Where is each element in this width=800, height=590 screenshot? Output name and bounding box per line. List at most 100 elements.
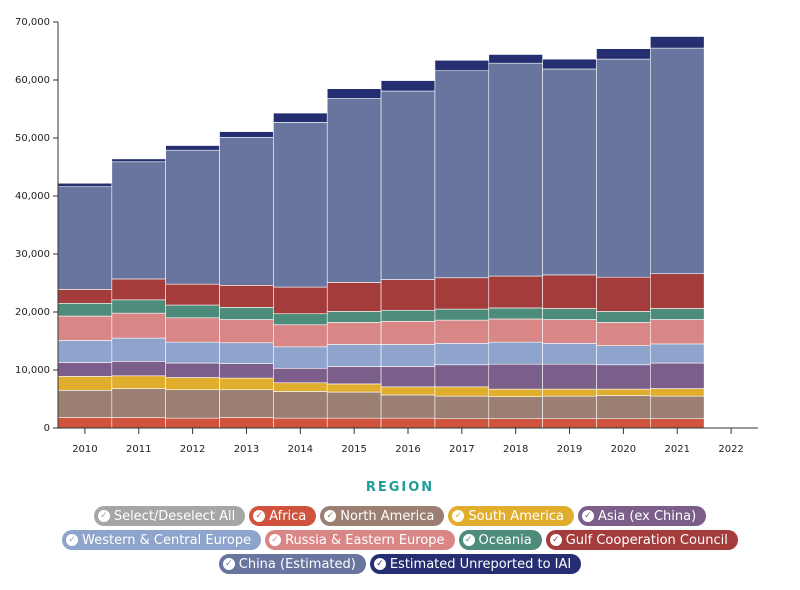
bar-segment[interactable] [57, 389, 113, 418]
bar-segment[interactable] [434, 308, 490, 321]
bar-segment[interactable] [111, 278, 166, 301]
legend-item-china-estimated[interactable]: ✓ China (Estimated) [218, 554, 366, 574]
bar-segment[interactable] [488, 363, 543, 390]
bar-segment[interactable] [380, 90, 436, 280]
bar-segment[interactable] [542, 343, 597, 365]
bar-segment[interactable] [650, 36, 705, 49]
bar-segment[interactable] [380, 279, 436, 311]
bar-segment[interactable] [111, 161, 166, 280]
bar-segment[interactable] [273, 346, 328, 369]
bar-segment[interactable] [219, 389, 274, 418]
bar-segment[interactable] [542, 274, 597, 309]
bar-segment[interactable] [273, 391, 328, 419]
bar-segment[interactable] [165, 304, 220, 319]
bar-segment[interactable] [650, 343, 705, 364]
bar-segment[interactable] [650, 418, 705, 429]
bar-segment[interactable] [219, 342, 274, 364]
bar-segment[interactable] [219, 319, 274, 344]
bar-segment[interactable] [165, 417, 220, 429]
legend-item-africa[interactable]: ✓ Africa [249, 506, 317, 526]
bar-segment[interactable] [111, 360, 166, 377]
legend-item-russia-eastern-europe[interactable]: ✓ Russia & Eastern Europe [265, 530, 455, 550]
bar-segment[interactable] [219, 307, 274, 320]
bar-segment[interactable] [326, 282, 382, 312]
bar-segment[interactable] [596, 395, 651, 420]
bar-segment[interactable] [650, 395, 705, 420]
bar-segment[interactable] [542, 418, 597, 429]
bar-segment[interactable] [542, 308, 597, 320]
bar-segment[interactable] [488, 62, 543, 277]
bar-segment[interactable] [326, 417, 382, 429]
bar-segment[interactable] [273, 417, 328, 429]
bar-segment[interactable] [326, 383, 382, 393]
legend-item-north-america[interactable]: ✓ North America [320, 506, 445, 526]
bar-segment[interactable] [542, 319, 597, 344]
legend-item-western-central-europe[interactable]: ✓ Western & Central Europe [62, 530, 262, 550]
bar-segment[interactable] [273, 382, 328, 392]
bar-segment[interactable] [488, 341, 543, 365]
bar-segment[interactable] [111, 337, 166, 362]
bar-segment[interactable] [57, 289, 113, 304]
bar-segment[interactable] [57, 376, 113, 391]
bar-segment[interactable] [57, 362, 113, 377]
bar-segment[interactable] [380, 417, 436, 429]
legend-item-estimated-unreported[interactable]: ✓ Estimated Unreported to IAI [369, 554, 582, 574]
bar-segment[interactable] [165, 283, 220, 306]
legend-select-all[interactable]: ✓ Select/Deselect All [93, 506, 246, 526]
bar-segment[interactable] [596, 388, 651, 396]
bar-segment[interactable] [380, 394, 436, 419]
bar-segment[interactable] [434, 59, 490, 72]
bar-segment[interactable] [326, 391, 382, 419]
bar-segment[interactable] [219, 285, 274, 308]
bar-segment[interactable] [57, 417, 113, 429]
bar-segment[interactable] [165, 362, 220, 378]
bar-segment[interactable] [165, 341, 220, 364]
bar-segment[interactable] [650, 47, 705, 275]
bar-segment[interactable] [273, 324, 328, 348]
bar-segment[interactable] [650, 308, 705, 320]
bar-segment[interactable] [111, 312, 166, 339]
bar-segment[interactable] [488, 418, 543, 429]
bar-segment[interactable] [488, 388, 543, 397]
bar-segment[interactable] [542, 395, 597, 420]
bar-segment[interactable] [380, 386, 436, 396]
bar-segment[interactable] [111, 375, 166, 389]
bar-segment[interactable] [219, 363, 274, 379]
bar-segment[interactable] [434, 277, 490, 310]
bar-segment[interactable] [326, 311, 382, 323]
bar-segment[interactable] [326, 88, 382, 99]
bar-segment[interactable] [273, 122, 328, 288]
bar-segment[interactable] [434, 343, 490, 366]
bar-segment[interactable] [650, 362, 705, 389]
bar-segment[interactable] [57, 182, 113, 188]
bar-segment[interactable] [596, 58, 651, 278]
legend-item-gulf-cooperation-council[interactable]: ✓ Gulf Cooperation Council [545, 530, 738, 550]
bar-segment[interactable] [111, 388, 166, 418]
bar-segment[interactable] [326, 344, 382, 367]
bar-segment[interactable] [165, 389, 220, 419]
bar-segment[interactable] [434, 386, 490, 397]
bar-segment[interactable] [542, 58, 597, 70]
bar-segment[interactable] [326, 322, 382, 345]
bar-segment[interactable] [273, 286, 328, 315]
bar-segment[interactable] [273, 313, 328, 326]
bar-segment[interactable] [488, 318, 543, 343]
bar-segment[interactable] [596, 418, 651, 429]
bar-segment[interactable] [273, 112, 328, 123]
bar-segment[interactable] [488, 396, 543, 420]
bar-segment[interactable] [434, 418, 490, 429]
legend-item-south-america[interactable]: ✓ South America [448, 506, 574, 526]
legend-item-asia-ex-china[interactable]: ✓ Asia (ex China) [577, 506, 707, 526]
bar-segment[interactable] [111, 417, 166, 429]
bar-segment[interactable] [434, 395, 490, 420]
bar-segment[interactable] [219, 417, 274, 429]
bar-segment[interactable] [650, 388, 705, 397]
bar-segment[interactable] [57, 315, 113, 341]
bar-segment[interactable] [596, 364, 651, 390]
bar-segment[interactable] [326, 98, 382, 283]
bar-segment[interactable] [273, 367, 328, 384]
bar-segment[interactable] [542, 68, 597, 276]
bar-segment[interactable] [326, 366, 382, 385]
bar-segment[interactable] [596, 48, 651, 60]
bar-segment[interactable] [380, 309, 436, 322]
